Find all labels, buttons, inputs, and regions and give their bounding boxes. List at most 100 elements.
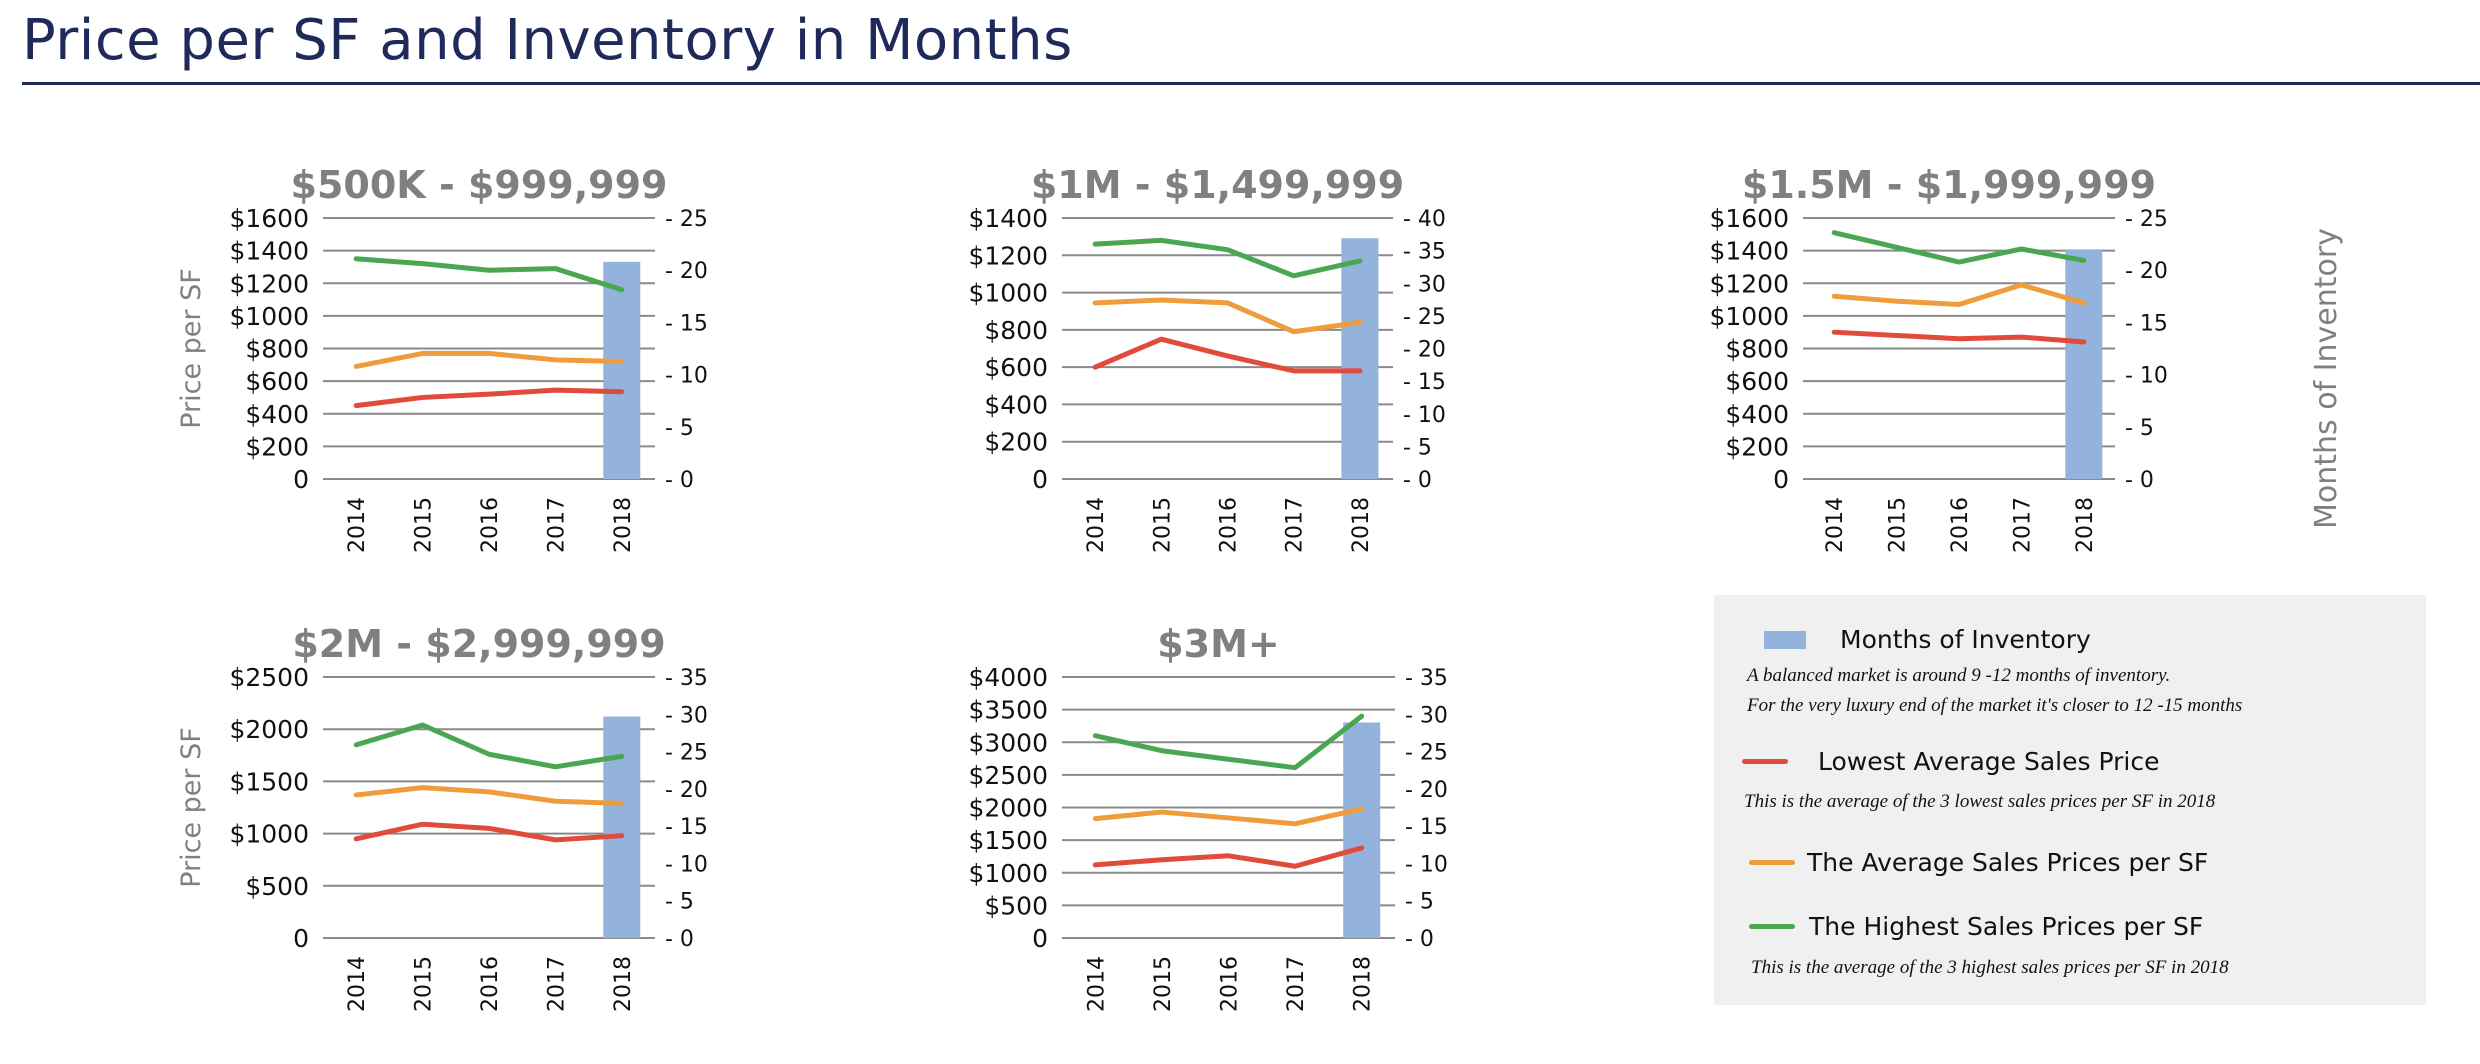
x-tick-label: 2017 (544, 956, 569, 1012)
x-tick-label: 2017 (2010, 497, 2035, 553)
x-tick-label: 2018 (2073, 497, 2098, 553)
y2-tick-label: - 15 (1403, 370, 1446, 395)
legend-note: This is the average of the 3 highest sal… (1751, 957, 2229, 978)
y-tick-label: $1000 (229, 302, 309, 331)
y-tick-label: 0 (1773, 465, 1789, 494)
y2-tick-label: - 35 (1405, 666, 1448, 691)
y2-tick-label: - 25 (1405, 741, 1448, 766)
y2-tick-label: - 5 (665, 416, 694, 441)
x-tick-label: 2015 (1886, 497, 1911, 553)
x-tick-label: 2017 (1283, 497, 1308, 553)
lowest-price-line (1092, 336, 1363, 374)
y2-tick-label: - 25 (665, 741, 708, 766)
y-tick-label: $1200 (968, 241, 1048, 270)
y2-tick-label: - 0 (665, 468, 694, 493)
average-price-line (1092, 806, 1365, 827)
y-tick-label: $1400 (1709, 237, 1789, 266)
legend-label: The Average Sales Prices per SF (1807, 848, 2209, 877)
x-tick-label: 2015 (412, 956, 437, 1012)
y-tick-label: $3000 (968, 728, 1048, 757)
y2-tick-label: - 0 (1405, 927, 1434, 952)
y-tick-label: $200 (1725, 432, 1789, 461)
y2-tick-label: - 30 (1405, 703, 1448, 728)
y2-tick-label: - 20 (1405, 778, 1448, 803)
highest-price-line (1831, 230, 2087, 265)
y2-tick-label: - 10 (665, 852, 708, 877)
x-tick-label: 2018 (611, 956, 636, 1012)
y-tick-label: $600 (984, 353, 1048, 382)
y2-tick-label: - 20 (2125, 259, 2168, 284)
y-tick-label: $500 (245, 872, 309, 901)
y-tick-label: $1500 (229, 767, 309, 796)
y-tick-label: $600 (1725, 367, 1789, 396)
y-axis-title: Price per SF (176, 268, 207, 429)
legend-label: The Highest Sales Prices per SF (1809, 912, 2204, 941)
y2-tick-label: - 25 (1403, 305, 1446, 330)
y-tick-label: $600 (245, 367, 309, 396)
y-tick-label: $1200 (229, 269, 309, 298)
inventory-bar (603, 716, 641, 938)
average-price-line (353, 785, 625, 806)
x-tick-label: 2015 (1151, 956, 1176, 1012)
y-tick-label: 0 (1032, 924, 1048, 953)
y2-tick-label: - 35 (1403, 240, 1446, 265)
chart-title: $1M - $1,499,999 (1031, 163, 1404, 207)
y2-tick-label: - 5 (665, 890, 694, 915)
x-tick-label: 2014 (1084, 497, 1109, 553)
title-divider (22, 82, 2480, 85)
legend-item-average: The Average Sales Prices per SF (1749, 848, 2208, 877)
chart-title: $2M - $2,999,999 (292, 622, 665, 666)
highest-swatch (1749, 924, 1795, 929)
y-tick-label: $2500 (229, 663, 309, 692)
lowest-price-line (353, 821, 625, 843)
highest-price-line (1092, 237, 1363, 279)
y-tick-label: 0 (293, 465, 309, 494)
y-tick-label: $4000 (968, 663, 1048, 692)
y-tick-label: $800 (245, 335, 309, 364)
y-tick-label: $1000 (968, 279, 1048, 308)
y2-tick-label: - 0 (1403, 468, 1432, 493)
y2-tick-label: - 30 (665, 703, 708, 728)
average-price-line (353, 350, 625, 369)
x-tick-label: 2016 (1218, 956, 1243, 1012)
legend-note: A balanced market is around 9 -12 months… (1747, 665, 2171, 686)
y-tick-label: $1000 (1709, 302, 1789, 331)
y-tick-label: $800 (1725, 335, 1789, 364)
y2-tick-label: - 25 (665, 207, 708, 232)
legend-item-lowest: Lowest Average Sales Price (1742, 747, 2159, 776)
y2-tick-label: - 20 (665, 259, 708, 284)
x-tick-label: 2016 (1217, 497, 1242, 553)
legend-label: Months of Inventory (1840, 625, 2091, 654)
legend-panel: Months of Inventory A balanced market is… (1714, 595, 2426, 1005)
chart-title: $1.5M - $1,999,999 (1742, 163, 2156, 207)
y2-tick-label: - 15 (665, 815, 708, 840)
x-tick-label: 2018 (1351, 956, 1376, 1012)
average-price-line (1831, 282, 2087, 307)
y2-tick-label: - 15 (665, 311, 708, 336)
y-tick-label: $1000 (229, 820, 309, 849)
y-tick-label: $400 (1725, 400, 1789, 429)
y-tick-label: $2500 (968, 761, 1048, 790)
y-tick-label: $1000 (968, 859, 1048, 888)
x-tick-label: 2016 (478, 956, 503, 1012)
y2-tick-label: - 15 (2125, 311, 2168, 336)
legend-item-inventory: Months of Inventory (1764, 625, 2091, 654)
x-tick-label: 2015 (412, 497, 437, 553)
y-tick-label: $500 (984, 891, 1048, 920)
y2-tick-label: - 35 (665, 666, 708, 691)
y2-tick-label: - 5 (1405, 890, 1434, 915)
y2-tick-label: - 10 (1403, 403, 1446, 428)
x-tick-label: 2014 (345, 956, 370, 1012)
x-tick-label: 2014 (1823, 497, 1848, 553)
y2-tick-label: - 40 (1403, 207, 1446, 232)
inventory-bar (2065, 249, 2103, 479)
y-tick-label: $800 (984, 316, 1048, 345)
y2-tick-label: - 25 (2125, 207, 2168, 232)
y-tick-label: $1500 (968, 826, 1048, 855)
x-tick-label: 2016 (478, 497, 503, 553)
y-tick-label: $2000 (968, 794, 1048, 823)
y-tick-label: $1400 (229, 237, 309, 266)
lowest-price-line (353, 387, 625, 409)
x-tick-label: 2016 (1948, 497, 1973, 553)
